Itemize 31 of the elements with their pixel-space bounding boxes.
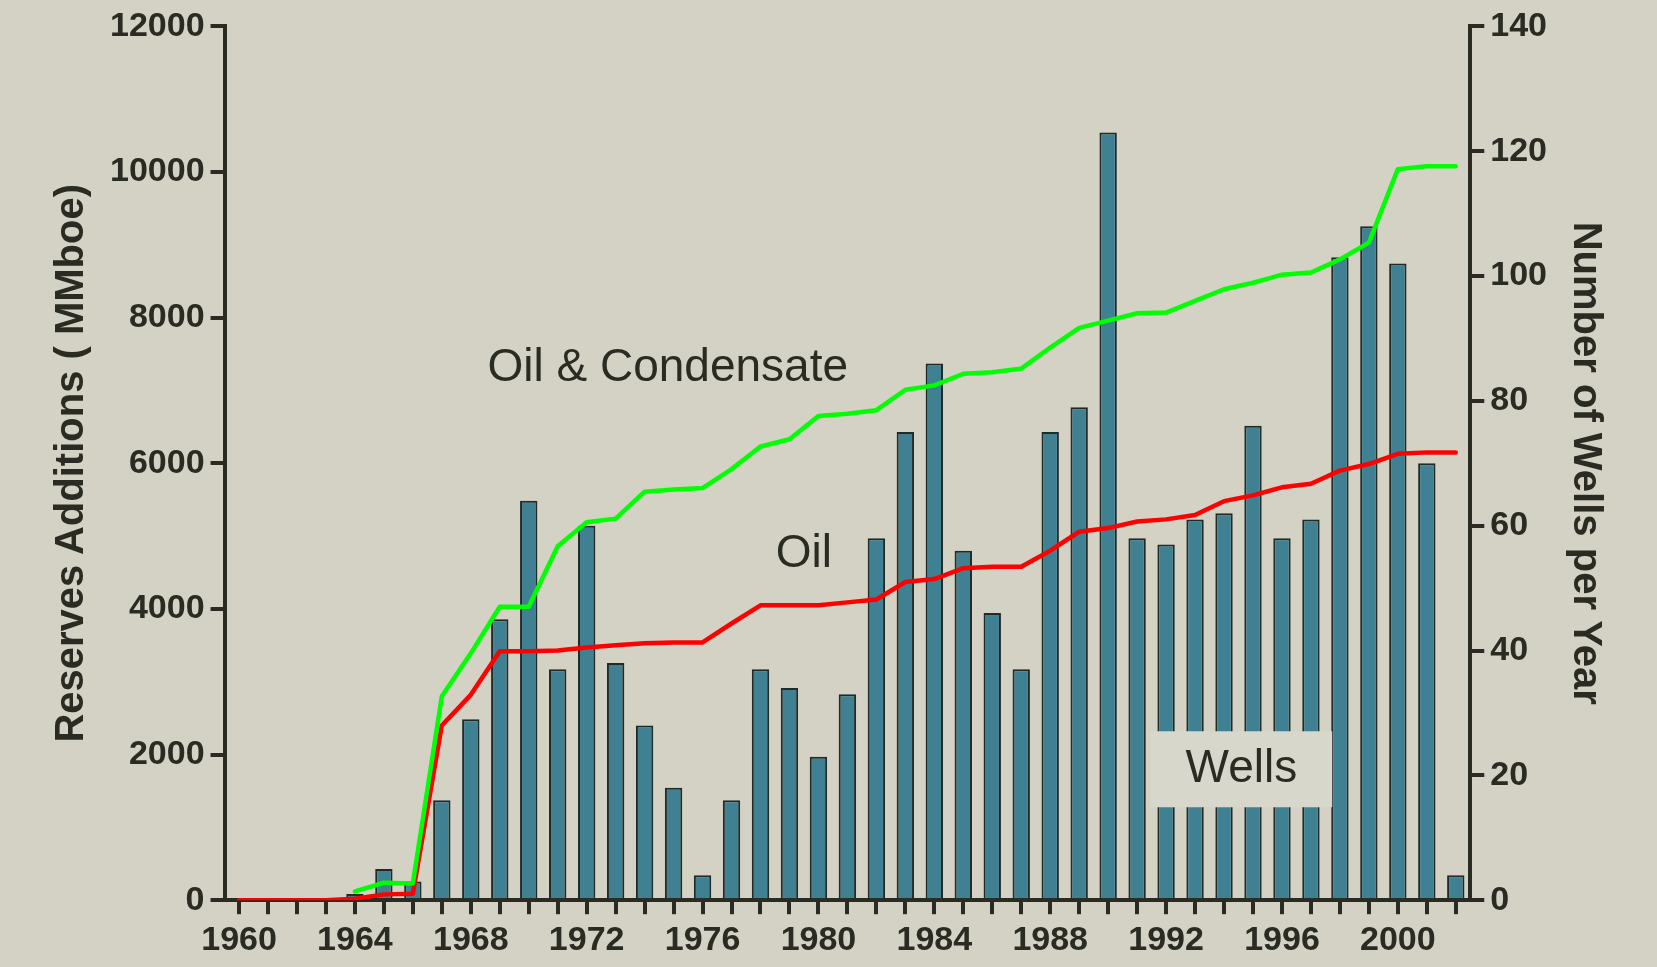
y2-tick-label: 60 xyxy=(1490,504,1529,543)
y-tick-label: 12000 xyxy=(110,4,205,43)
y2-tick-label: 40 xyxy=(1490,628,1529,667)
x-tick-label: 1996 xyxy=(1244,918,1320,957)
y-tick-label: 0 xyxy=(185,878,205,917)
y2-tick-label: 80 xyxy=(1490,379,1529,418)
y2-axis-title: Number of Wells per Year xyxy=(1565,221,1610,705)
y2-tick-label: 140 xyxy=(1490,4,1548,43)
x-tick-label: 1964 xyxy=(317,918,393,957)
x-tick-label: 1988 xyxy=(1012,918,1089,957)
x-tick-label: 1980 xyxy=(780,918,857,957)
series-label: Wells xyxy=(1185,739,1298,792)
x-tick-label: 1992 xyxy=(1128,918,1204,957)
y-axis-title: Reserves Additions ( MMboe) xyxy=(47,184,92,743)
series-label: Oil xyxy=(775,525,833,578)
y-tick-label: 6000 xyxy=(128,441,205,480)
y2-tick-label: 120 xyxy=(1490,129,1548,168)
series-label: Oil & Condensate xyxy=(487,339,849,392)
x-tick-label: 1960 xyxy=(201,918,277,957)
x-tick-label: 2000 xyxy=(1360,918,1436,957)
y-tick-label: 8000 xyxy=(128,296,205,335)
x-tick-label: 1972 xyxy=(548,918,625,957)
x-tick-label: 1976 xyxy=(664,918,741,957)
y2-tick-label: 0 xyxy=(1490,878,1510,917)
y-tick-label: 4000 xyxy=(128,587,205,626)
y-tick-label: 2000 xyxy=(128,732,205,771)
y-tick-label: 10000 xyxy=(110,150,205,189)
x-tick-label: 1984 xyxy=(896,918,973,957)
x-tick-label: 1968 xyxy=(432,918,509,957)
y2-tick-label: 100 xyxy=(1490,254,1548,293)
y2-tick-label: 20 xyxy=(1490,753,1529,792)
